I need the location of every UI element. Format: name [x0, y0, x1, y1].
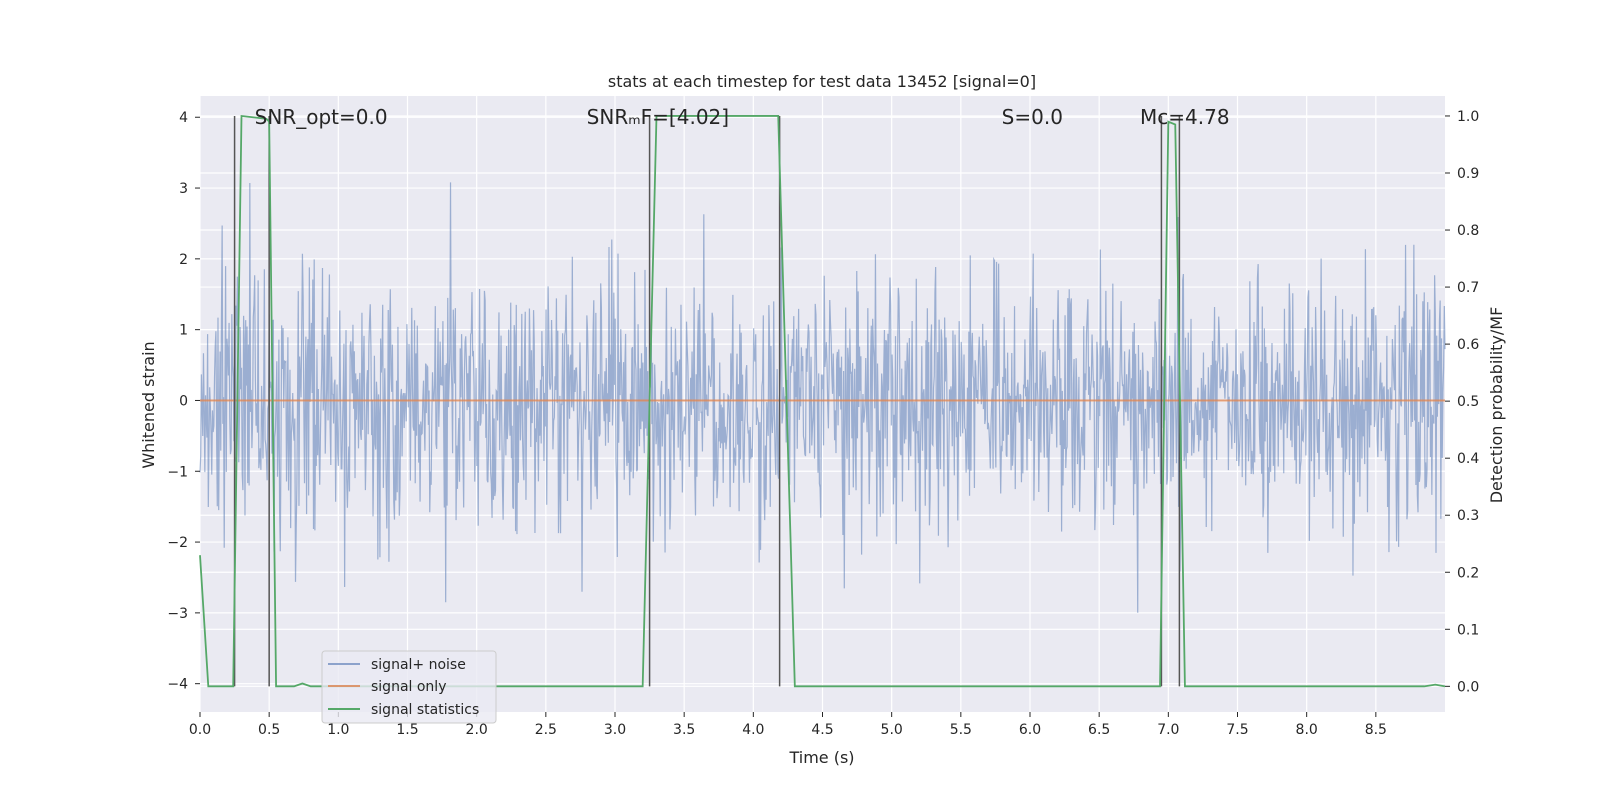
statistics-series [199, 114, 1446, 688]
y-tick-label-8: 4 [179, 110, 188, 126]
y-tick-label-2: −2 [167, 535, 188, 551]
chart-title: stats at each timestep for test data 134… [608, 72, 1036, 91]
x-tick-label-17: 8.5 [1365, 722, 1387, 738]
y2-axis-label: Detection probability/MF [1487, 307, 1506, 504]
legend-label-statistics: signal statistics [371, 702, 479, 718]
legend-box [321, 650, 497, 724]
x-tick-label-4: 2.0 [466, 722, 488, 738]
x-tick-label-2: 1.0 [327, 722, 349, 738]
annotation-2: S=0.0 [1002, 105, 1063, 129]
y2-tick-label-2: 0.2 [1457, 565, 1479, 581]
noise-line [199, 182, 1446, 613]
x-tick-label-15: 7.5 [1226, 722, 1248, 738]
y-tick-label-1: −3 [167, 606, 188, 622]
x-tick-label-9: 4.5 [811, 722, 833, 738]
legend-label-noise: signal+ noise [371, 657, 466, 673]
y-tick-label-6: 2 [179, 252, 188, 268]
y-tick-label-7: 3 [179, 181, 188, 197]
y2-tick-label-1: 0.1 [1457, 622, 1479, 638]
x-tick-label-12: 6.0 [1019, 722, 1041, 738]
y2-tick-label-7: 0.7 [1457, 280, 1479, 296]
x-tick-label-10: 5.0 [881, 722, 903, 738]
y2-tick-label-0: 0.0 [1457, 679, 1479, 695]
y2-tick-label-6: 0.6 [1457, 337, 1479, 353]
y2-tick-label-9: 0.9 [1457, 166, 1479, 182]
x-tick-label-3: 1.5 [396, 722, 418, 738]
y2-tick-label-5: 0.5 [1457, 394, 1479, 410]
statistics-line [199, 114, 1446, 688]
noise-series [199, 182, 1446, 613]
x-tick-label-11: 5.5 [950, 722, 972, 738]
y-axis-ticks: −4 −3 −2 −1 0 1 2 3 4 [167, 110, 200, 693]
y2-tick-label-10: 1.0 [1457, 109, 1479, 125]
x-tick-label-14: 7.0 [1157, 722, 1179, 738]
annotation-1: SNRₘF=[4.02] [587, 105, 729, 129]
x-tick-label-5: 2.5 [535, 722, 557, 738]
y-axis-label: Whitened strain [139, 341, 158, 468]
x-tick-label-16: 8.0 [1296, 722, 1318, 738]
annotation-3: Mᴄ=4.78 [1140, 105, 1230, 129]
annotation-0: SNR_opt=0.0 [255, 105, 388, 129]
y-tick-label-0: −4 [167, 677, 188, 693]
y2-tick-label-4: 0.4 [1457, 451, 1479, 467]
y2-tick-label-8: 0.8 [1457, 223, 1479, 239]
x-axis-label: Time (s) [788, 748, 854, 767]
annotations: SNR_opt=0.0 SNRₘF=[4.02] S=0.0 Mᴄ=4.78 [255, 105, 1230, 129]
x-tick-label-6: 3.0 [604, 722, 626, 738]
y2-tick-label-3: 0.3 [1457, 508, 1479, 524]
y-tick-label-4: 0 [179, 393, 188, 409]
y-tick-label-3: −1 [167, 464, 188, 480]
x-tick-label-0: 0.0 [189, 722, 211, 738]
legend: signal+ noise signal only signal statist… [321, 650, 497, 724]
x-tick-label-8: 4.0 [742, 722, 764, 738]
x-axis-ticks: 0.0 0.5 1.0 1.5 2.0 2.5 3.0 3.5 4.0 4.5 5.0 5.5 6.0 6… [189, 712, 1387, 738]
x-tick-label-1: 0.5 [258, 722, 280, 738]
x-tick-label-13: 6.5 [1088, 722, 1110, 738]
y-tick-label-5: 1 [179, 323, 188, 339]
x-tick-label-7: 3.5 [673, 722, 695, 738]
y2-axis-ticks: 0.0 0.1 0.2 0.3 0.4 0.5 0.6 0.7 0.8 0.9 1.0 [1445, 109, 1479, 695]
legend-label-signal-only: signal only [371, 679, 446, 695]
